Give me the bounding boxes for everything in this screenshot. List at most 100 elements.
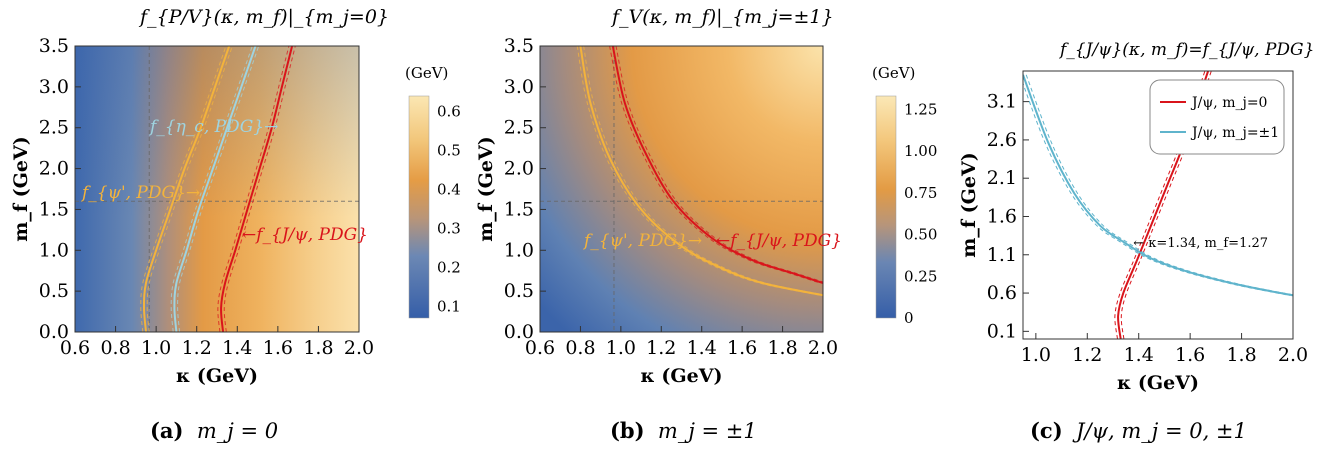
panel-a-colorbar-tick-5: 0.6: [437, 103, 461, 121]
panel-a-ytick-label-0: 0.0: [39, 321, 69, 343]
panel-a-ytick-label-5: 2.5: [39, 117, 69, 139]
panel-a-curve-0-band: [177, 46, 260, 332]
title-c-text: f_{J/ψ}(κ, m_f)=f_{J/ψ, PDG}: [1060, 40, 1315, 60]
caption-a-text: m_j = 0: [196, 419, 279, 443]
panel-a-xtick-label-4: 1.4: [222, 337, 252, 359]
panel-b-curve-1-band: [615, 46, 823, 283]
caption-a: (a) m_j = 0: [150, 418, 278, 443]
frame-a: [74, 45, 360, 333]
panel-c-ytick-label-0: 0.1: [987, 320, 1017, 342]
legend-box: [1149, 79, 1285, 155]
panel-a-xtick-label-2: 1.0: [141, 337, 171, 359]
legend-label-1: J/ψ, m_j=±1: [1190, 125, 1279, 141]
panel-b-xtick-label-6: 1.8: [767, 337, 797, 359]
caption-b: (b) m_j = ±1: [610, 418, 757, 443]
panel-c-xtick-label-0: 1.0: [1021, 344, 1051, 366]
annotation-intersection: ← κ=1.34, m_f=1.27: [1133, 236, 1268, 251]
panel-c-xtick-label-4: 1.8: [1226, 344, 1256, 366]
panel-a-xlabel: κ (GeV): [176, 365, 258, 387]
panel-a-ytick-label-3: 1.5: [39, 198, 69, 220]
panel-b-colorbar-tick-0: 0: [904, 309, 914, 327]
panel-c-curve-1: [1023, 74, 1293, 297]
caption-c: (c) J/ψ, m_j = 0, ±1: [1030, 418, 1247, 443]
panel-b-colorbar-unit: (GeV): [872, 64, 915, 82]
panel-b-colorbar: [875, 95, 897, 319]
panel-c-ytick-label-2: 1.1: [987, 244, 1017, 266]
panel-c-ytick-label-4: 2.1: [987, 167, 1017, 189]
panel-b-ytick-label-1: 0.5: [504, 280, 534, 302]
panel-b-xtick-label-1: 0.8: [565, 337, 595, 359]
title-b-text: f_V(κ, m_f)|_{m_j=±1}: [612, 6, 834, 28]
panel-b-curve-1-band: [609, 46, 820, 284]
panel-b-xlabel: κ (GeV): [641, 365, 723, 387]
panel-c-ytick-label-3: 1.6: [987, 205, 1017, 227]
title-a-text: f_{P/V}(κ, m_f)|_{m_j=0}: [140, 6, 390, 28]
panel-a-ytick-label-4: 2.0: [39, 158, 69, 180]
panel-a-ytick-label-6: 3.0: [39, 76, 69, 98]
caption-b-text: m_j = ±1: [657, 419, 757, 443]
title-c: f_{J/ψ}(κ, m_f)=f_{J/ψ, PDG}: [1060, 40, 1314, 60]
panel-a-ytick-label-1: 0.5: [39, 280, 69, 302]
panel-a-curve-0: [173, 46, 257, 332]
panel-a-xtick-label-5: 1.6: [263, 337, 293, 359]
panel-a-xtick-label-0: 0.6: [60, 337, 90, 359]
panel-a-colorbar-tick-3: 0.4: [437, 180, 461, 198]
panel-b-colorbar-tick-4: 1.00: [904, 142, 937, 160]
panel-c-xtick-label-3: 1.6: [1175, 344, 1205, 366]
panel-b-ytick-label-5: 2.5: [504, 117, 534, 139]
panel-c-ytick-label-5: 2.6: [987, 129, 1017, 151]
panel-b-xtick-label-7: 2.0: [808, 337, 838, 359]
panel-b-curve-label-1: ←f_{J/ψ, PDG}: [716, 231, 842, 251]
legend-label-0: J/ψ, m_j=0: [1190, 95, 1267, 111]
panel-c-xlabel: κ (GeV): [1117, 372, 1199, 394]
panel-c-ylabel: m_f (GeV): [958, 152, 980, 257]
panel-a-xtick-label-3: 1.2: [182, 337, 212, 359]
panel-a-ylabel: m_f (GeV): [10, 136, 32, 241]
panel-b-curve-1: [611, 46, 823, 284]
panel-b-ytick-label-0: 0.0: [504, 321, 534, 343]
panel-a-colorbar-unit: (GeV): [405, 64, 448, 82]
panel-c-ytick-label-1: 0.6: [987, 282, 1017, 304]
panel-a-curve-1: [142, 46, 231, 332]
panel-b-colorbar-tick-2: 0.50: [904, 226, 937, 244]
panel-c-xtick-label-5: 2.0: [1278, 344, 1308, 366]
panel-a-curve-1-band: [140, 46, 227, 332]
panel-b-xtick-label-2: 1.0: [606, 337, 636, 359]
panel-a-curve-1-band: [146, 46, 233, 332]
panel-a-colorbar-tick-1: 0.2: [437, 258, 461, 276]
panel-a-xtick-label-1: 0.8: [100, 337, 130, 359]
panel-b-ytick-label-2: 1.0: [504, 239, 534, 261]
panel-a-curve-0-band: [170, 46, 253, 332]
panel-a-curve-2-band: [223, 46, 296, 332]
panel-a-curve-2: [220, 46, 294, 332]
panel-a-xtick-label-6: 1.8: [303, 337, 333, 359]
panel-a-colorbar-tick-0: 0.1: [437, 297, 461, 315]
title-a: f_{P/V}(κ, m_f)|_{m_j=0}: [140, 6, 389, 28]
caption-b-label: (b): [610, 418, 645, 443]
panel-b-curve-0: [579, 46, 823, 297]
panel-a-curve-2-band: [217, 46, 290, 332]
panel-c-xtick-label-2: 1.4: [1124, 344, 1154, 366]
panel-b-colorbar-tick-1: 0.25: [904, 267, 937, 285]
panel-b-colorbar-tick-5: 1.25: [904, 100, 937, 118]
caption-a-label: (a): [150, 418, 184, 443]
heatmap-b: [540, 46, 823, 332]
panel-b-curve-label-0: f_{ψ', PDG}→: [582, 231, 702, 251]
panel-a-xtick-label-7: 2.0: [344, 337, 374, 359]
panel-b-ytick-label-7: 3.5: [504, 35, 534, 57]
panel-c-ytick-label-6: 3.1: [987, 91, 1017, 113]
caption-c-text: J/ψ, m_j = 0, ±1: [1076, 419, 1247, 443]
panel-b-xtick-label-3: 1.2: [646, 337, 676, 359]
panel-b: 0.6 0.8 1.0 1.2 1.4 1.6 1.8 2.0 0.0 0.5 1.0 1.5 2.0 2…: [475, 35, 937, 387]
panel-a-colorbar-tick-4: 0.5: [437, 142, 461, 160]
caption-c-label: (c): [1030, 418, 1063, 443]
panel-a-ytick-label-2: 1.0: [39, 239, 69, 261]
panel-b-ylabel: m_f (GeV): [475, 136, 497, 241]
frame-c: [1022, 70, 1294, 340]
panel-a-curve-label-1: f_{ψ', PDG}→: [80, 183, 200, 203]
panel-b-xtick-label-4: 1.4: [687, 337, 717, 359]
panel-b-colorbar-tick-3: 0.75: [904, 184, 937, 202]
panel-b-xtick-label-5: 1.6: [727, 337, 757, 359]
panel-a-curve-label-0: f_{η_c, PDG}→: [148, 117, 278, 137]
